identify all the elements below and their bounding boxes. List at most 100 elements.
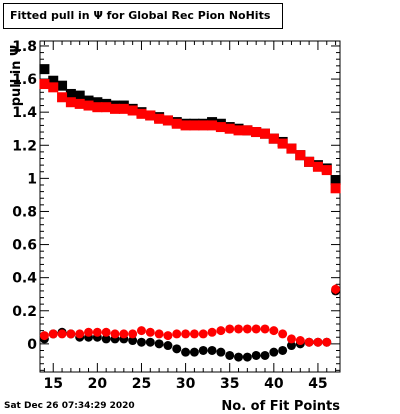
data-point-square [233, 125, 244, 136]
data-point-circle [48, 329, 58, 339]
y-tick-label: 1.2 [12, 138, 37, 154]
data-point-circle [128, 336, 138, 346]
data-point-circle [145, 337, 155, 347]
data-point-circle [163, 331, 173, 341]
data-point-square [65, 88, 76, 99]
data-point-circle [181, 329, 191, 339]
data-point-square [101, 102, 112, 113]
data-point-circle [234, 352, 244, 362]
data-point-circle [154, 339, 164, 349]
y-tick-label: 0.6 [12, 238, 37, 254]
data-point-square [198, 120, 209, 131]
y-tick-label: 0.2 [12, 304, 37, 320]
data-point-square [260, 128, 270, 139]
data-point-circle [39, 331, 49, 341]
data-point-square [74, 90, 85, 101]
x-tick-label: 35 [220, 376, 239, 392]
data-point-circle [198, 329, 208, 339]
data-point-circle [242, 352, 252, 362]
data-point-square [330, 183, 341, 194]
data-point-square [251, 127, 262, 138]
data-point-circle [75, 329, 85, 339]
data-point-circle [234, 324, 244, 334]
data-point-circle [110, 329, 120, 339]
data-point-square [127, 105, 138, 116]
data-point-circle [136, 326, 146, 336]
data-point-square [312, 161, 323, 172]
data-point-square [286, 143, 297, 154]
data-point-circle [128, 329, 138, 339]
axis-tick-labels: 15 20 25 30 35 40 45 0 0.2 0.4 0.6 0.8 1 1.2 1.4 1.6 1.8 [12, 39, 327, 392]
y-tick-label: 1 [27, 171, 37, 187]
data-point-square [145, 110, 156, 121]
timestamp-label: Sat Dec 26 07:34:29 2020 [4, 401, 135, 411]
data-point-circle [295, 336, 305, 346]
y-tick-label: 1.4 [12, 105, 37, 121]
data-point-circle [136, 337, 146, 347]
data-point-circle [207, 345, 217, 355]
data-point-square [48, 82, 59, 93]
data-point-circle [269, 326, 279, 336]
data-point-circle [145, 327, 155, 337]
data-point-circle [225, 324, 235, 334]
data-point-circle [260, 324, 270, 334]
data-point-circle [189, 329, 199, 339]
data-point-square [110, 103, 120, 114]
data-point-circle [66, 329, 76, 339]
data-point-circle [304, 337, 314, 347]
y-axis-title: pull in Ψ [9, 45, 24, 106]
data-point-circle [242, 324, 252, 334]
data-point-circle [278, 329, 288, 339]
data-point-square [268, 133, 279, 144]
y-tick-label: 0.8 [12, 204, 37, 220]
y-tick-label: 1.6 [12, 72, 37, 88]
y-tick-label: 1.8 [12, 39, 37, 55]
data-point-circle [216, 347, 226, 357]
data-point-square [57, 80, 68, 91]
series-1 [39, 79, 341, 194]
data-point-circle [216, 326, 226, 336]
x-tick-label: 45 [308, 376, 327, 392]
axis-ticks [40, 41, 340, 372]
data-point-circle [101, 327, 111, 337]
data-point-circle [57, 329, 67, 339]
data-point-circle [154, 329, 164, 339]
data-point-circle [260, 350, 270, 360]
data-point-square [162, 115, 173, 126]
data-point-square [57, 92, 68, 103]
data-point-circle [163, 341, 173, 351]
plot-frame [39, 40, 341, 373]
y-tick-label: 0.4 [12, 271, 37, 287]
data-point-circle [207, 327, 217, 337]
data-point-square [189, 120, 200, 131]
data-point-square [92, 102, 103, 113]
x-tick-label: 30 [176, 376, 196, 392]
data-point-circle [84, 327, 94, 337]
data-point-square [39, 64, 50, 75]
data-point-circle [119, 329, 129, 339]
data-point-circle [189, 347, 199, 357]
data-point-square [171, 118, 182, 129]
data-point-square [330, 175, 341, 186]
data-point-circle [251, 350, 261, 360]
data-point-square [242, 125, 253, 136]
data-point-circle [331, 284, 341, 294]
x-axis-title: No. of Fit Points [221, 399, 340, 414]
data-point-square [118, 103, 129, 114]
data-point-circle [172, 344, 182, 354]
data-point-square [39, 79, 50, 90]
data-point-circle [278, 345, 288, 355]
data-point-square [207, 120, 218, 131]
data-point-circle [101, 334, 111, 344]
data-point-circle [172, 329, 182, 339]
data-point-square [215, 122, 226, 133]
series-3 [39, 284, 341, 347]
chart-title: Fitted pull in Ψ for Global Rec Pion NoH… [3, 3, 283, 29]
data-point-square [277, 138, 288, 149]
data-point-square [48, 75, 59, 86]
data-point-square [83, 100, 94, 111]
x-tick-label: 25 [132, 376, 151, 392]
data-point-circle [225, 350, 235, 360]
data-point-square [304, 156, 315, 167]
x-tick-label: 20 [88, 376, 108, 392]
